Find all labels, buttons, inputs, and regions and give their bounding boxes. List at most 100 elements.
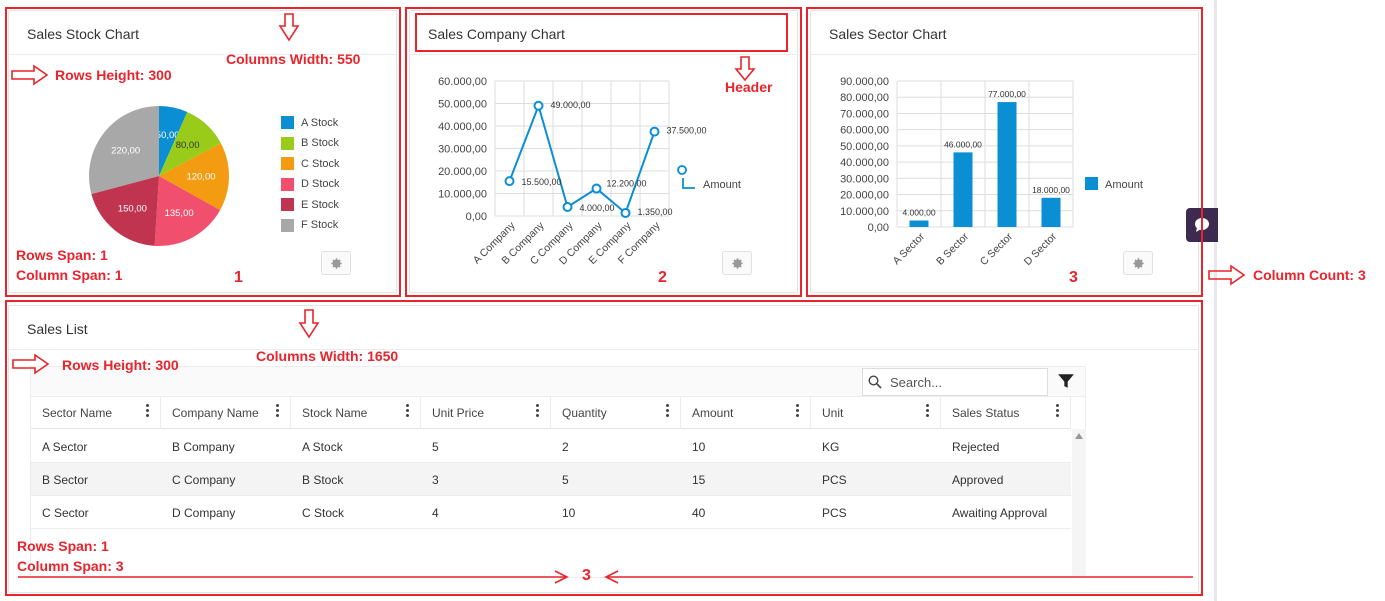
filter-icon[interactable] <box>1057 372 1075 390</box>
annotation-column-count: Column Count: 3 <box>1253 267 1366 283</box>
column-header-label: Unit Price <box>432 406 485 420</box>
column-header-unit-price[interactable]: Unit Price <box>421 397 551 429</box>
annotation-columns-width-2: Columns Width: 1650 <box>256 348 399 364</box>
legend-item-c-stock[interactable]: C Stock <box>281 157 340 170</box>
pie-slice-a-stock[interactable] <box>159 106 188 176</box>
line-point[interactable] <box>533 100 544 111</box>
line-data-label: 1.350,00 <box>638 207 673 217</box>
sector-chart-settings-button[interactable] <box>1123 251 1153 275</box>
y-tick-label: 80.000,00 <box>840 92 889 104</box>
bar-c-sector[interactable] <box>997 102 1017 227</box>
column-header-amount[interactable]: Amount <box>681 397 811 429</box>
pie-data-label: 80,00 <box>176 140 200 151</box>
column-menu-icon[interactable] <box>534 404 540 420</box>
sales-list-title: Sales List <box>9 306 1198 350</box>
line-legend-item[interactable]: Amount <box>677 165 741 191</box>
line-data-label: 4.000,00 <box>580 203 615 213</box>
column-menu-icon[interactable] <box>664 404 670 420</box>
sector-chart-title: Sales Sector Chart <box>811 11 1198 55</box>
column-menu-icon[interactable] <box>924 404 930 420</box>
pie-data-label: 150,00 <box>118 203 147 214</box>
bar-d-sector[interactable] <box>1041 197 1061 227</box>
legend-swatch <box>281 136 294 150</box>
gear-icon <box>1132 257 1144 269</box>
legend-swatch <box>1085 177 1098 190</box>
stock-chart-settings-button[interactable] <box>321 251 351 275</box>
company-chart-settings-button[interactable] <box>722 251 752 275</box>
pie-data-label: 50,00 <box>156 130 180 141</box>
legend-label: E Stock <box>301 198 339 211</box>
line-data-label: 15.500,00 <box>522 177 562 187</box>
x-tick-label: B Sector <box>934 230 971 267</box>
scroll-up-arrow-icon[interactable] <box>1075 433 1083 439</box>
table-cell: Approved <box>952 473 1004 487</box>
bar-b-sector[interactable] <box>953 152 973 227</box>
pie-data-label: 220,00 <box>111 145 140 156</box>
y-tick-label: 70.000,00 <box>840 108 889 120</box>
column-header-quantity[interactable]: Quantity <box>551 397 681 429</box>
column-menu-icon[interactable] <box>144 404 150 420</box>
y-tick-label: 60.000,00 <box>840 125 889 137</box>
annotation-columns-width-1: Columns Width: 550 <box>226 51 361 67</box>
search-icon <box>868 375 882 389</box>
grid-search-box[interactable] <box>862 368 1048 396</box>
bar-legend-item[interactable]: Amount <box>1085 177 1143 191</box>
chat-icon <box>1195 218 1209 232</box>
table-cell: 2 <box>562 440 569 454</box>
pie-data-label: 135,00 <box>165 208 194 219</box>
bar-data-label: 46.000,00 <box>944 139 982 149</box>
line-data-label: 12.200,00 <box>607 179 647 189</box>
sales-list-card: Sales List <box>8 305 1199 593</box>
chat-widget-button[interactable] <box>1186 208 1218 242</box>
column-header-stock-name[interactable]: Stock Name <box>291 397 421 429</box>
legend-item-b-stock[interactable]: B Stock <box>281 136 339 150</box>
column-menu-icon[interactable] <box>404 404 410 420</box>
page-scrollbar[interactable] <box>1214 0 1217 601</box>
pie-slice-b-stock[interactable] <box>159 111 221 176</box>
pie-slice-e-stock[interactable] <box>91 176 159 246</box>
line-point[interactable] <box>620 207 631 218</box>
stock-chart-title: Sales Stock Chart <box>9 11 396 55</box>
column-header-sales-status[interactable]: Sales Status <box>941 397 1071 429</box>
legend-item-d-stock[interactable]: D Stock <box>281 177 340 191</box>
line-point[interactable] <box>562 202 573 212</box>
line-point[interactable] <box>591 183 602 194</box>
column-menu-icon[interactable] <box>1054 404 1060 420</box>
column-header-label: Amount <box>692 406 734 420</box>
column-header-label: Sales Status <box>952 406 1020 420</box>
column-header-label: Company Name <box>172 406 259 420</box>
table-row[interactable]: B Sector C Company B Stock 3 5 15 PCS Approved <box>31 463 1071 496</box>
column-header-unit[interactable]: Unit <box>811 397 941 429</box>
legend-item-a-stock[interactable]: A Stock <box>281 116 338 129</box>
legend-item-f-stock[interactable]: F Stock <box>281 218 339 232</box>
line-point[interactable] <box>504 176 515 187</box>
y-tick-label: 20.000,00 <box>438 166 487 178</box>
y-tick-label: 40.000,00 <box>840 157 889 169</box>
pie-slice-f-stock[interactable] <box>88 106 159 195</box>
table-cell: 5 <box>562 473 569 487</box>
column-menu-icon[interactable] <box>794 404 800 420</box>
table-cell: A Stock <box>302 440 343 454</box>
line-data-label: 37.500,00 <box>667 126 707 136</box>
x-tick-label: C Sector <box>978 230 1016 268</box>
bar-data-label: 18.000,00 <box>1032 185 1070 195</box>
legend-label: A Stock <box>301 116 339 129</box>
pie-slice-c-stock[interactable] <box>159 143 229 211</box>
column-header-company-name[interactable]: Company Name <box>161 397 291 429</box>
pie-slice-d-stock[interactable] <box>154 176 221 246</box>
gear-icon <box>731 257 743 269</box>
y-tick-label: 40.000,00 <box>438 121 487 133</box>
search-input[interactable] <box>890 374 1030 390</box>
legend-item-e-stock[interactable]: E Stock <box>281 198 339 211</box>
column-header-sector-name[interactable]: Sector Name <box>31 397 161 429</box>
bar-a-sector[interactable] <box>909 220 929 227</box>
line-point[interactable] <box>649 126 660 137</box>
column-header-label: Unit <box>822 406 844 420</box>
column-menu-icon[interactable] <box>274 404 280 420</box>
table-cell: C Company <box>172 473 236 487</box>
legend-label: F Stock <box>301 219 339 231</box>
table-row[interactable]: A Sector B Company A Stock 5 2 10 KG Rejected <box>31 430 1071 463</box>
table-row[interactable]: C Sector D Company C Stock 4 10 40 PCS Awaiting… <box>31 496 1071 529</box>
vertical-scrollbar[interactable] <box>1072 429 1086 578</box>
table-cell: B Sector <box>42 473 89 487</box>
